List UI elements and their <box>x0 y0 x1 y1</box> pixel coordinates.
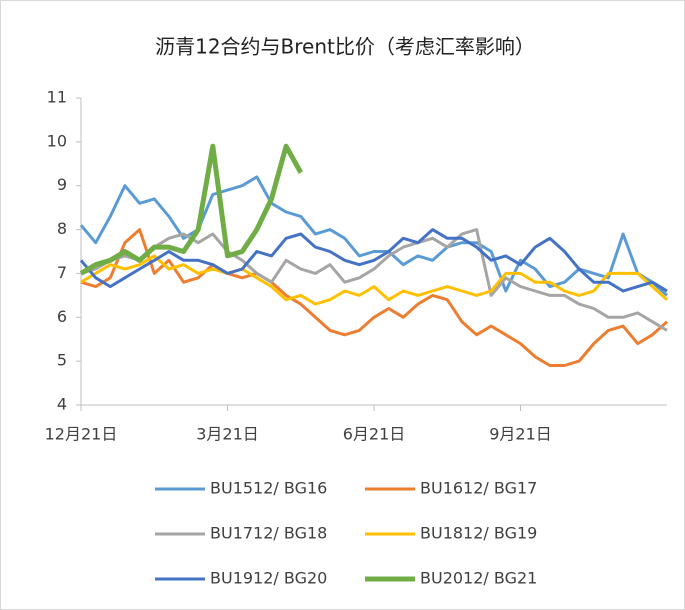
legend-label: BU1512/ BG16 <box>210 479 327 498</box>
x-tick-label: 9月21日 <box>489 425 552 444</box>
legend-label: BU1612/ BG17 <box>420 479 537 498</box>
series-line <box>79 175 669 297</box>
legend-label: BU1712/ BG18 <box>210 524 327 543</box>
series-line <box>80 254 669 306</box>
series-line <box>79 143 303 276</box>
legend-label: BU1812/ BG19 <box>420 524 537 543</box>
legend-label: BU1912/ BG20 <box>210 569 327 588</box>
x-tick-label: 12月21日 <box>45 425 118 444</box>
y-tick-label: 11 <box>47 88 67 107</box>
legend-label: BU2012/ BG21 <box>420 569 537 588</box>
x-tick-label: 6月21日 <box>343 425 406 444</box>
chart-title: 沥青12合约与Brent比价（考虑汇率影响） <box>155 35 535 59</box>
y-tick-label: 9 <box>57 175 67 194</box>
y-tick-label: 5 <box>57 351 67 370</box>
y-tick-label: 4 <box>57 395 67 414</box>
y-tick-label: 8 <box>57 219 67 238</box>
series-line <box>79 228 668 293</box>
y-tick-label: 10 <box>47 131 67 150</box>
y-tick-label: 7 <box>57 263 67 282</box>
series-line <box>80 228 668 332</box>
y-tick-label: 6 <box>57 307 67 326</box>
series-line <box>80 228 669 367</box>
x-tick-label: 3月21日 <box>196 425 259 444</box>
